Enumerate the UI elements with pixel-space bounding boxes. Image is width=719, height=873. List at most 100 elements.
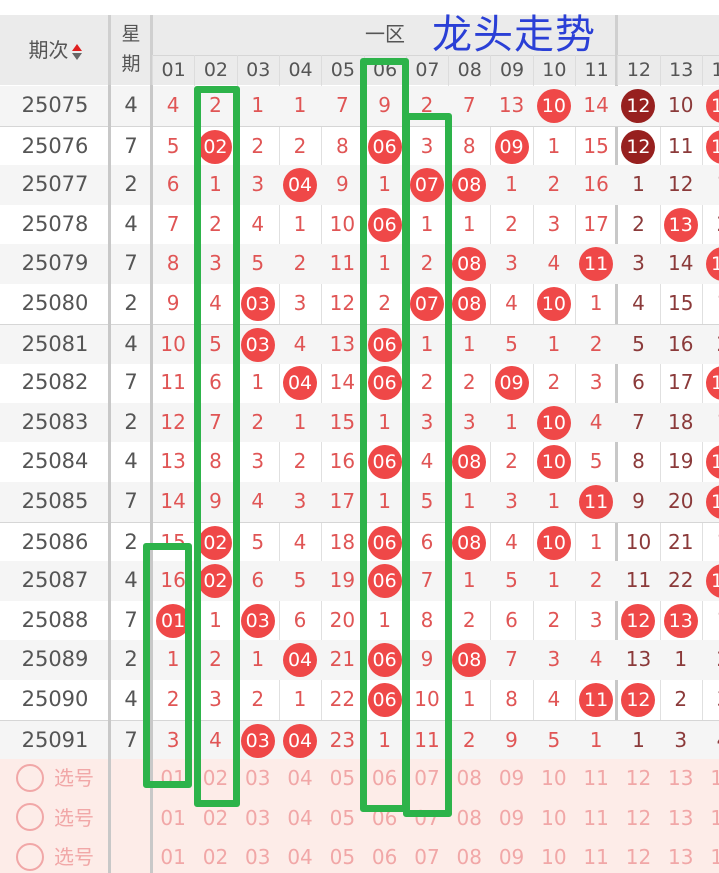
drawn-ball: 08 — [452, 445, 487, 480]
pick-number-11[interactable]: 11 — [583, 845, 609, 870]
number-cell-04: 6 — [293, 607, 307, 632]
number-cell-09: 7 — [505, 647, 518, 672]
number-cell-10: 10 — [533, 403, 575, 443]
pick-number-07[interactable]: 07 — [414, 845, 440, 870]
number-cell-07: 1 — [420, 331, 434, 356]
pick-number-10[interactable]: 10 — [541, 805, 567, 830]
pick-select-toggle[interactable]: 选号 — [0, 799, 110, 839]
number-cell-11: 1 — [589, 529, 603, 554]
pick-number-12[interactable]: 12 — [625, 845, 652, 870]
number-cell-02: 3 — [209, 251, 222, 276]
number-cell-05: 12 — [329, 291, 356, 315]
pick-number-08[interactable]: 08 — [456, 766, 482, 791]
pick-number-09[interactable]: 09 — [498, 845, 525, 870]
pick-select-toggle[interactable]: 选号 — [0, 759, 110, 799]
radio-circle-icon[interactable] — [16, 803, 44, 832]
number-cell-13: 20 — [668, 489, 694, 513]
drawn-ball: 06 — [367, 564, 402, 599]
column-header-13: 13 — [659, 55, 702, 85]
pick-number-05[interactable]: 05 — [329, 805, 356, 830]
radio-circle-icon[interactable] — [16, 842, 44, 871]
annotation-box-col02 — [194, 86, 240, 807]
number-cell-13: 1 — [674, 647, 688, 672]
pick-number-14[interactable]: 14 — [710, 805, 719, 830]
pick-number-07[interactable]: 07 — [414, 766, 440, 791]
pick-number-13[interactable]: 13 — [668, 805, 694, 830]
table-row: 25084 4 13 8 3 2 16 06 4 08 2 10 5 8 19 14 — [0, 442, 719, 482]
number-cell-10: 1 — [547, 331, 561, 356]
column-header-04: 04 — [278, 55, 321, 85]
pick-number-03[interactable]: 03 — [245, 766, 271, 791]
pick-number-14[interactable]: 14 — [710, 845, 719, 870]
drawn-ball: 08 — [452, 168, 487, 203]
number-cell-14: 14 — [702, 442, 719, 482]
period-sort-header[interactable]: 期次 — [0, 15, 110, 85]
pick-number-01[interactable]: 01 — [160, 805, 186, 830]
drawn-ball: 03 — [240, 603, 275, 638]
number-cell-09: 4 — [505, 529, 518, 554]
pick-number-08[interactable]: 08 — [456, 845, 482, 870]
number-cell-13: 21 — [668, 529, 694, 554]
pick-number-12[interactable]: 12 — [625, 766, 652, 791]
pick-number-02[interactable]: 02 — [202, 845, 229, 870]
period-cell: 25085 — [21, 489, 89, 513]
number-cell-02: 7 — [209, 409, 222, 434]
pick-number-05[interactable]: 05 — [329, 845, 356, 870]
number-cell-12: 1 — [632, 172, 645, 197]
pick-number-04[interactable]: 04 — [287, 805, 313, 830]
drawn-ball: 12 — [621, 89, 656, 123]
pick-number-02[interactable]: 02 — [202, 766, 229, 791]
pick-number-01[interactable]: 01 — [160, 845, 186, 870]
number-cell-08: 08 — [448, 284, 490, 324]
pick-number-02[interactable]: 02 — [202, 805, 229, 830]
pick-number-10[interactable]: 10 — [541, 845, 567, 870]
pick-row: 选号 01 02 03 04 05 06 07 08 09 10 11 12 13 14 — [0, 838, 719, 873]
pick-number-13[interactable]: 13 — [668, 766, 694, 791]
number-cell-07: 1 — [420, 211, 434, 236]
pick-number-10[interactable]: 10 — [541, 766, 567, 791]
pick-row: 选号0102030405060708091011121314 — [0, 759, 719, 799]
pick-number-06[interactable]: 06 — [371, 845, 398, 870]
drawn-ball: 10 — [536, 405, 571, 440]
pick-number-05[interactable]: 05 — [329, 766, 356, 791]
number-cell-03: 03 — [237, 721, 279, 761]
number-cell-11: 15 — [583, 133, 609, 158]
number-cell-12: 6 — [632, 370, 645, 395]
pick-number-13[interactable]: 13 — [668, 845, 694, 870]
number-cell-08: 1 — [462, 687, 476, 711]
number-cell-01: 6 — [166, 172, 180, 197]
pick-number-03[interactable]: 03 — [245, 845, 271, 870]
number-cell-13: 2 — [674, 687, 688, 711]
number-cell-02: 02 — [194, 561, 236, 601]
drawn-ball: 06 — [367, 445, 402, 480]
column-header-10: 10 — [532, 55, 575, 85]
number-cell-05: 8 — [335, 133, 349, 158]
number-cell-07: 8 — [420, 607, 434, 632]
pick-number-07[interactable]: 07 — [414, 805, 440, 830]
pick-number-09[interactable]: 09 — [498, 766, 525, 791]
pick-number-14[interactable]: 14 — [710, 766, 719, 791]
pick-number-11[interactable]: 11 — [583, 805, 609, 830]
pick-number-08[interactable]: 08 — [456, 805, 482, 830]
weekday-cell: 2 — [124, 172, 138, 197]
number-cell-02: 2 — [209, 93, 222, 117]
pick-number-09[interactable]: 09 — [498, 805, 525, 830]
sort-arrows-icon[interactable] — [71, 43, 82, 60]
pick-number-12[interactable]: 12 — [625, 805, 652, 830]
pick-number-03[interactable]: 03 — [245, 805, 271, 830]
number-cell-05: 10 — [329, 211, 356, 236]
annotation-box-col06 — [360, 58, 409, 812]
pick-number-04[interactable]: 04 — [287, 766, 313, 791]
number-cell-01: 16 — [160, 568, 186, 593]
drawn-ball: 03 — [240, 723, 275, 758]
number-cell-07: 2 — [420, 251, 434, 276]
pick-number-11[interactable]: 11 — [583, 766, 609, 791]
number-cell-08: 7 — [462, 93, 476, 117]
pick-select-toggle[interactable]: 选号 — [0, 838, 110, 873]
number-cell-03: 2 — [251, 409, 265, 434]
pick-number-06[interactable]: 06 — [371, 766, 398, 791]
number-cell-09: 9 — [505, 727, 518, 752]
pick-number-04[interactable]: 04 — [287, 845, 313, 870]
radio-circle-icon[interactable] — [16, 763, 44, 792]
